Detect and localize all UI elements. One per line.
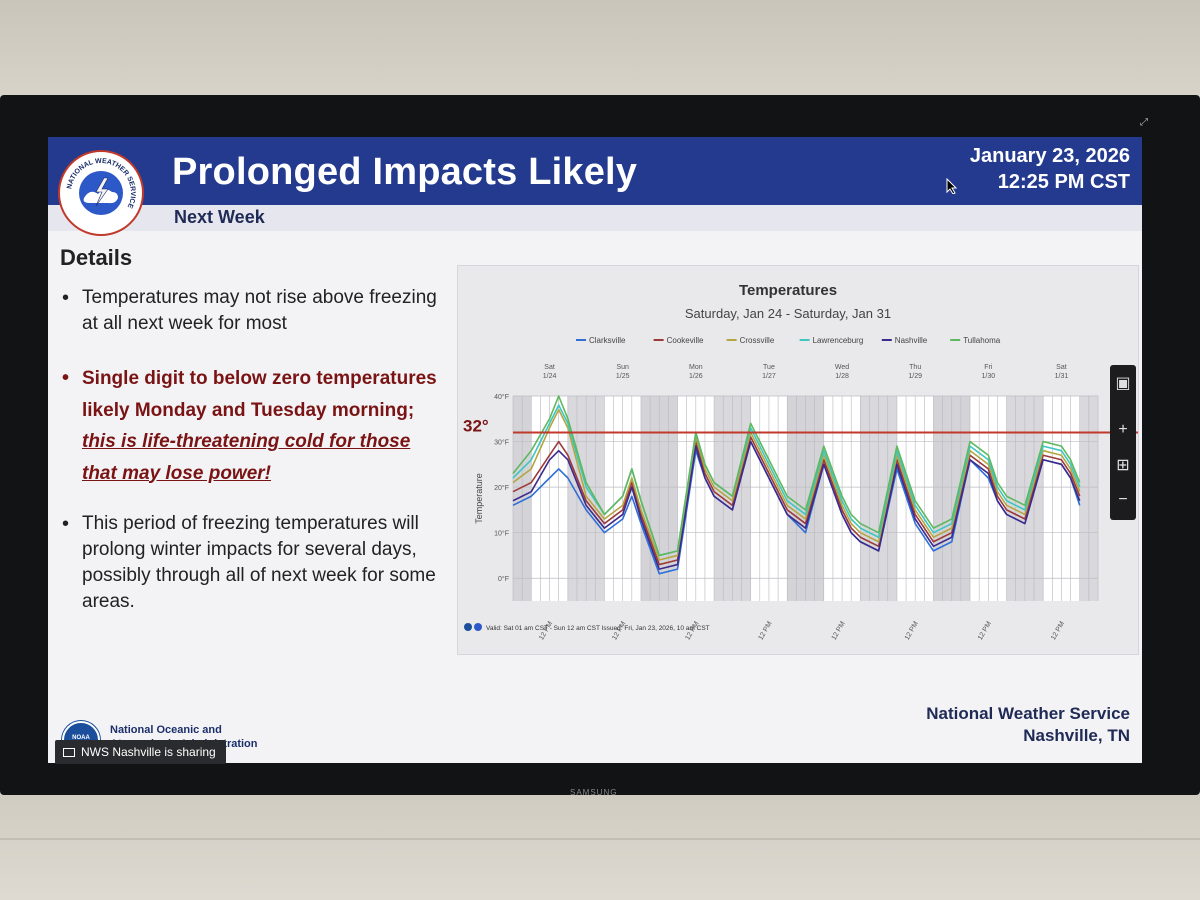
nws-mini-icon — [474, 623, 482, 631]
date-label: 1/29 — [908, 373, 922, 380]
bullet-item: Temperatures may not rise above freezing… — [58, 285, 448, 337]
fullscreen-icon[interactable]: ⤢ — [1140, 117, 1148, 128]
y-tick-label: 0°F — [498, 575, 509, 583]
day-label: Sat — [544, 364, 555, 371]
wall-top — [0, 0, 1200, 95]
wall-trim — [0, 838, 1200, 840]
noaa-line-1: National Oceanic and — [110, 724, 222, 736]
slide-time: 12:25 PM CST — [997, 171, 1130, 193]
present-button[interactable]: ▣ — [1115, 375, 1131, 392]
day-label: Fri — [984, 364, 993, 371]
fit-button[interactable]: ⊞ — [1116, 457, 1130, 474]
screen-share-banner[interactable]: NWS Nashville is sharing — [55, 740, 226, 764]
x-tick-label: 12 PM — [757, 620, 773, 641]
x-tick-label: 12 PM — [831, 620, 847, 641]
x-tick-label: 12 PM — [977, 620, 993, 641]
day-label: Sat — [1056, 364, 1067, 371]
slide-subtitle: Next Week — [174, 207, 265, 227]
chart-plot: 0°F 10°F 20°F 30°F 40°F Temperature Sat 1/24 12 … — [463, 336, 1138, 642]
day-label: Tue — [763, 364, 775, 371]
noaa-mini-icon — [464, 623, 472, 631]
date-time: January 23, 2026 12:25 PM CST — [970, 143, 1130, 195]
slide: Prolonged Impacts Likely January 23, 202… — [48, 137, 1142, 763]
y-axis-label: Temperature — [474, 473, 484, 524]
date-label: 1/26 — [689, 373, 703, 380]
office-line-1: National Weather Service — [926, 704, 1130, 723]
series-line — [512, 408, 1081, 561]
y-tick-label: 10°F — [494, 530, 509, 538]
office-footer: National Weather Service Nashville, TN — [926, 703, 1130, 747]
bullet-alert-text: Single digit to below zero temperatures … — [82, 368, 437, 421]
temperature-chart: Temperatures Saturday, Jan 24 - Saturday… — [457, 265, 1139, 655]
tv-brand: SAMSUNG — [570, 788, 618, 797]
date-label: 1/27 — [762, 373, 776, 380]
mouse-pointer-icon — [946, 178, 958, 194]
nws-logo-icon: NATIONAL WEATHER SERVICE — [66, 158, 136, 215]
bullet-alert-emphasis: this is life-threatening cold for those … — [82, 431, 411, 484]
series-line — [512, 395, 1081, 557]
freeze-annotation: 32° — [463, 416, 489, 435]
series-line — [512, 440, 1081, 570]
noaa-logo-text: NOAA — [72, 735, 90, 741]
day-label: Mon — [689, 364, 703, 371]
zoom-out-button[interactable]: − — [1118, 491, 1128, 508]
x-tick-label: 12 PM — [904, 620, 920, 641]
screen-share-label: NWS Nashville is sharing — [81, 745, 216, 759]
day-label: Wed — [835, 364, 849, 371]
bullet-list: Temperatures may not rise above freezing… — [58, 285, 448, 641]
viewer-controls: ▣ + ⊞ − — [1110, 365, 1136, 520]
details-heading: Details — [60, 245, 133, 270]
legend-entry: Lawrenceburg — [813, 336, 864, 345]
legend-entry: Crossville — [740, 336, 775, 345]
day-label: Thu — [909, 364, 921, 371]
wall-bottom — [0, 790, 1200, 900]
series-line — [512, 436, 1081, 566]
date-label: 1/30 — [982, 373, 996, 380]
screen-share-icon — [63, 748, 75, 757]
x-tick-label: 12 PM — [1050, 620, 1066, 641]
date-label: 1/28 — [835, 373, 849, 380]
bullet-text: Temperatures may not rise above freezing… — [82, 287, 437, 334]
bullet-text: This period of freezing temperatures wil… — [82, 513, 436, 612]
slide-date: January 23, 2026 — [969, 145, 1130, 167]
legend-entry: Clarksville — [589, 336, 626, 345]
slide-title: Prolonged Impacts Likely — [172, 151, 638, 193]
y-tick-label: 40°F — [494, 393, 509, 401]
y-tick-label: 30°F — [494, 439, 509, 447]
y-tick-label: 20°F — [494, 484, 509, 492]
office-line-2: Nashville, TN — [1023, 726, 1130, 745]
legend-entry: Tullahoma — [963, 336, 1001, 345]
date-label: 1/25 — [616, 373, 630, 380]
title-banner: Prolonged Impacts Likely January 23, 202… — [48, 137, 1142, 205]
day-label: Sun — [616, 364, 629, 371]
nws-logo: NATIONAL WEATHER SERVICE — [58, 150, 144, 236]
bullet-item: This period of freezing temperatures wil… — [58, 511, 448, 615]
subtitle-bar — [48, 205, 1142, 231]
chart-footnote: Valid: Sat 01 am CST - Sun 12 am CST Iss… — [486, 625, 710, 632]
legend-entry: Cookeville — [667, 336, 704, 345]
chart-title: Temperatures — [738, 282, 838, 299]
date-label: 1/24 — [543, 373, 557, 380]
chart-subtitle: Saturday, Jan 24 - Saturday, Jan 31 — [684, 306, 892, 321]
bullet-item-alert: Single digit to below zero temperatures … — [58, 363, 448, 489]
date-label: 1/31 — [1055, 373, 1069, 380]
legend-entry: Nashville — [895, 336, 928, 345]
zoom-in-button[interactable]: + — [1118, 421, 1128, 438]
